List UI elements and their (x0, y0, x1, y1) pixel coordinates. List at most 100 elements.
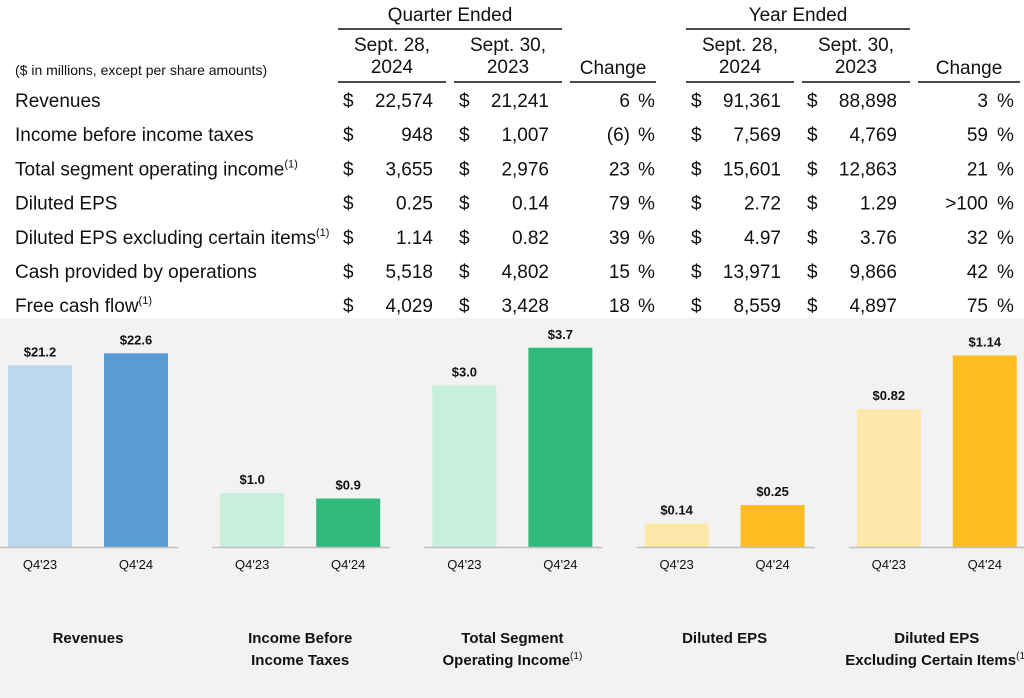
category-label: Q4'23 (23, 557, 57, 572)
cell: % (997, 91, 1014, 112)
chart-title-text: Diluted EPS (894, 630, 979, 647)
footnote-ref: (1) (1016, 651, 1024, 662)
row-label: Total segment operating income(1) (15, 158, 298, 180)
footnote-ref: (1) (139, 295, 152, 307)
cell: % (638, 91, 655, 112)
cell: % (997, 228, 1014, 249)
cell: 18 (609, 296, 630, 317)
value-label: $0.82 (873, 388, 906, 403)
cell: % (638, 194, 655, 215)
cell: % (638, 125, 655, 146)
cell: 88,898 (839, 91, 897, 112)
cell: $ (691, 228, 702, 249)
column-header: Change (936, 58, 1003, 79)
cell: $ (459, 296, 470, 317)
cell: $ (459, 159, 470, 180)
cell: 21,241 (491, 91, 549, 112)
bar (104, 353, 168, 547)
cell: 948 (401, 125, 433, 146)
cell: $ (459, 228, 470, 249)
column-header: Sept. 30, (818, 35, 894, 56)
cell: % (997, 159, 1014, 180)
cell: 7,569 (733, 125, 781, 146)
cell: $ (459, 194, 470, 215)
row-label-text: Free cash flow (15, 296, 139, 317)
cell: % (997, 296, 1014, 317)
group-header: Quarter Ended (388, 5, 513, 26)
category-label: Q4'24 (968, 557, 1002, 572)
value-label: $22.6 (120, 332, 153, 347)
column-header: Sept. 30, (470, 35, 546, 56)
row-label-text: Revenues (15, 91, 101, 112)
bar (220, 493, 285, 547)
cell: >100 (945, 194, 988, 215)
cell: % (997, 125, 1014, 146)
row-label: Free cash flow(1) (15, 295, 152, 317)
cell: 6 (619, 91, 630, 112)
cell: % (638, 228, 655, 249)
bar (856, 409, 921, 547)
value-label: $1.0 (240, 472, 265, 487)
chart-panel (0, 318, 1024, 698)
cell: % (997, 194, 1014, 215)
chart-title-text: Operating Income (443, 652, 571, 669)
footnote-ref: (1) (316, 227, 329, 239)
bar (8, 365, 72, 547)
cell: 4,897 (849, 296, 897, 317)
cell: 4,769 (849, 125, 897, 146)
column-header: Sept. 28, (354, 35, 430, 56)
cell: 1.14 (396, 228, 433, 249)
cell: 23 (609, 159, 630, 180)
value-label: $21.2 (24, 344, 57, 359)
bar (740, 505, 805, 547)
cell: $ (343, 125, 354, 146)
cell: $ (691, 125, 702, 146)
chart-title: Total Segment (461, 630, 563, 647)
cell: $ (459, 125, 470, 146)
cell: 1.29 (860, 194, 897, 215)
cell: 42 (967, 262, 988, 283)
cell: 0.14 (512, 194, 549, 215)
chart-title-text: Revenues (53, 630, 124, 647)
category-label: Q4'24 (119, 557, 153, 572)
cell: 9,866 (849, 262, 897, 283)
chart-title: Income Taxes (251, 652, 349, 669)
category-label: Q4'24 (331, 557, 365, 572)
cell: 22,574 (375, 91, 434, 112)
cell: $ (691, 262, 702, 283)
cell: 0.25 (396, 194, 433, 215)
column-header: 2023 (835, 57, 877, 78)
cell: $ (343, 228, 354, 249)
category-label: Q4'23 (447, 557, 481, 572)
cell: 4.97 (744, 228, 781, 249)
column-header: 2024 (719, 57, 762, 78)
cell: 2.72 (744, 194, 781, 215)
cell: % (638, 296, 655, 317)
units-note: ($ in millions, except per share amounts… (15, 62, 267, 78)
cell: $ (807, 159, 818, 180)
cell: $ (807, 228, 818, 249)
cell: % (997, 262, 1014, 283)
cell: $ (807, 194, 818, 215)
cell: % (638, 159, 655, 180)
column-header: 2023 (487, 57, 529, 78)
value-label: $0.14 (660, 502, 693, 517)
cell: 8,559 (733, 296, 781, 317)
cell: $ (691, 159, 702, 180)
category-label: Q4'23 (659, 557, 693, 572)
cell: $ (343, 296, 354, 317)
value-label: $0.9 (336, 478, 361, 493)
cell: $ (807, 296, 818, 317)
cell: $ (459, 91, 470, 112)
cell: $ (691, 194, 702, 215)
cell: 15,601 (723, 159, 781, 180)
cell: $ (343, 91, 354, 112)
bar (644, 523, 709, 547)
column-header: Sept. 28, (702, 35, 778, 56)
cell: 3,428 (501, 296, 549, 317)
bar (528, 347, 593, 547)
bar (432, 385, 497, 547)
cell: $ (807, 125, 818, 146)
cell: $ (459, 262, 470, 283)
